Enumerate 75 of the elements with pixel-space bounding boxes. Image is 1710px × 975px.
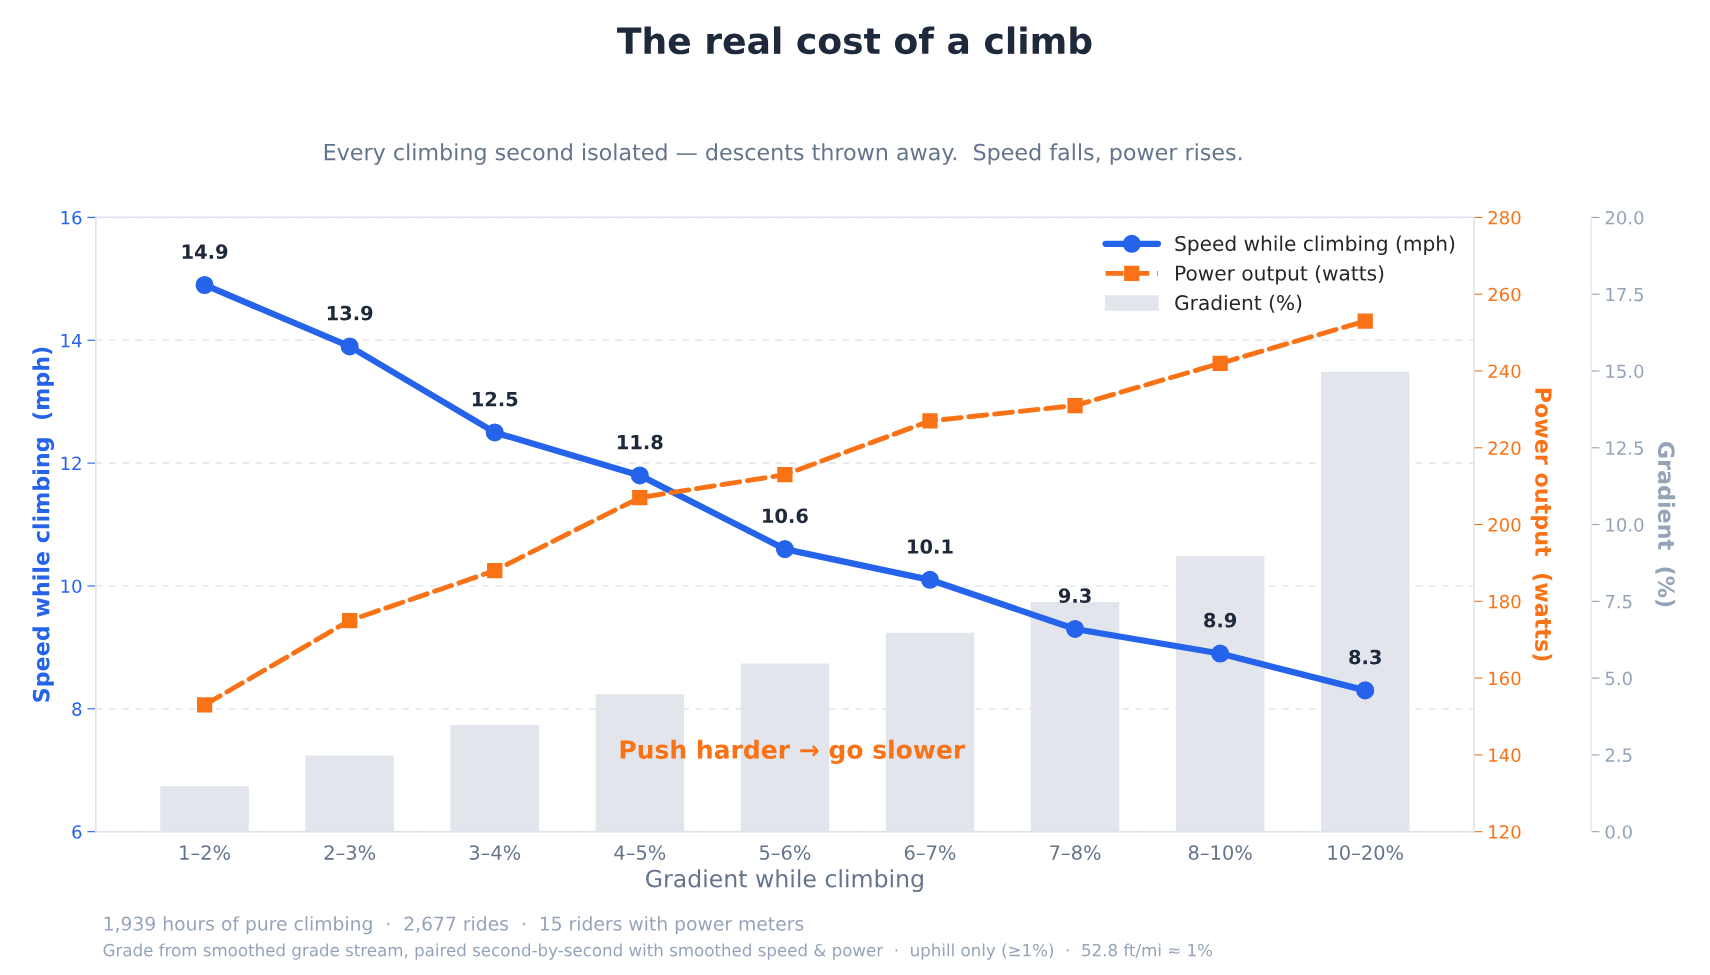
point (1212, 355, 1228, 371)
y3-tick-label: 10.0 (1606, 518, 1644, 532)
y3-tick-label: 7.5 (1605, 595, 1632, 609)
bar (449, 723, 541, 832)
y2-tick-label: 140 (1489, 748, 1521, 763)
bar (303, 754, 396, 832)
point (922, 413, 938, 429)
legend-label: Power output (watts) (1176, 265, 1384, 285)
data-label: 8.3 (1349, 649, 1381, 665)
y-tick-label: 6 (72, 825, 82, 839)
chart-title: The real cost of a climb (617, 26, 1092, 55)
data-label: 12.5 (472, 391, 518, 407)
y2-tick-label: 260 (1488, 287, 1521, 302)
legend-label: Gradient (%) (1175, 294, 1302, 313)
y3-tick-label: 12.5 (1606, 441, 1643, 455)
data-label: 8.9 (1204, 612, 1237, 628)
y2-tick-label: 240 (1488, 364, 1521, 379)
y3-tick-label: 5.0 (1605, 671, 1632, 686)
x-axis-title: Gradient while climbing (646, 869, 923, 893)
x-tick-label: 1–2% (180, 845, 230, 860)
y3-tick-label: 0.0 (1605, 825, 1632, 839)
y-tick-label: 8 (72, 702, 82, 716)
point (340, 337, 359, 356)
point (195, 275, 214, 295)
x-tick-label: 3–4% (469, 845, 521, 860)
text: 1,939 hours of pure climbing · 2,677 rides · 15 riders with power meters (104, 916, 804, 935)
text: Grade from smoothed grade stream, paired second-by-second with smoothed speed & power · uphill only (≥1%) · 52.8 ft/mi ≈ 1% (103, 943, 1213, 960)
y2-tick-label: 200 (1488, 518, 1521, 532)
y2-tick-label: 160 (1489, 671, 1521, 686)
y2-tick-label: 280 (1488, 210, 1521, 225)
y-tick-label: 16 (61, 210, 82, 225)
x-tick-label: 2–3% (324, 845, 376, 860)
x-tick-label: 10–20% (1328, 845, 1403, 860)
data-label: 10.6 (763, 508, 808, 524)
point (1356, 681, 1375, 700)
point (196, 697, 213, 713)
point (485, 423, 504, 442)
y-tick-label: 12 (61, 456, 81, 470)
x-tick-label: 4–5% (614, 845, 666, 860)
point (920, 570, 939, 589)
point (630, 466, 649, 485)
y3-tick-label: 20.0 (1605, 210, 1644, 225)
y-axis-title: Speed while climbing (mph) (32, 347, 55, 702)
point (775, 540, 794, 559)
x-tick-label: 5–6% (759, 845, 811, 860)
point (1067, 397, 1083, 414)
data-label: 11.8 (618, 434, 663, 450)
point (632, 490, 648, 506)
data-label: 10.1 (908, 539, 953, 554)
point (777, 467, 793, 483)
x-tick-label: 7–8% (1050, 845, 1101, 860)
y-tick-label: 14 (61, 333, 82, 348)
y2-tick-label: 180 (1489, 594, 1521, 609)
data-label: 9.3 (1058, 588, 1091, 603)
x-tick-label: 6–7% (904, 845, 956, 860)
point (342, 612, 358, 629)
annotation: Push harder → go slower (620, 739, 966, 765)
point (487, 562, 503, 579)
y3-tick-label: 17.5 (1606, 287, 1643, 302)
y3-tick-label: 15.0 (1606, 364, 1644, 379)
bar (158, 784, 251, 832)
legend-label: Speed while climbing (mph) (1175, 235, 1455, 256)
point (1357, 313, 1373, 329)
data-label: 13.9 (327, 305, 373, 321)
data-label: 14.9 (182, 244, 228, 259)
x-tick-label: 8–10% (1188, 845, 1252, 860)
y3-tick-label: 2.5 (1605, 748, 1632, 763)
point (1066, 619, 1085, 639)
point (1211, 644, 1230, 663)
y3-axis-title: Gradient (%) (1655, 442, 1676, 607)
y2-tick-label: 120 (1489, 825, 1521, 839)
y-tick-label: 10 (61, 579, 82, 594)
chart-subtitle: Every climbing second isolated — descents thrown away. Speed falls, power rises. (324, 143, 1242, 165)
y2-axis-title: Power output (watts) (1530, 388, 1553, 661)
y2-tick-label: 220 (1488, 441, 1521, 455)
